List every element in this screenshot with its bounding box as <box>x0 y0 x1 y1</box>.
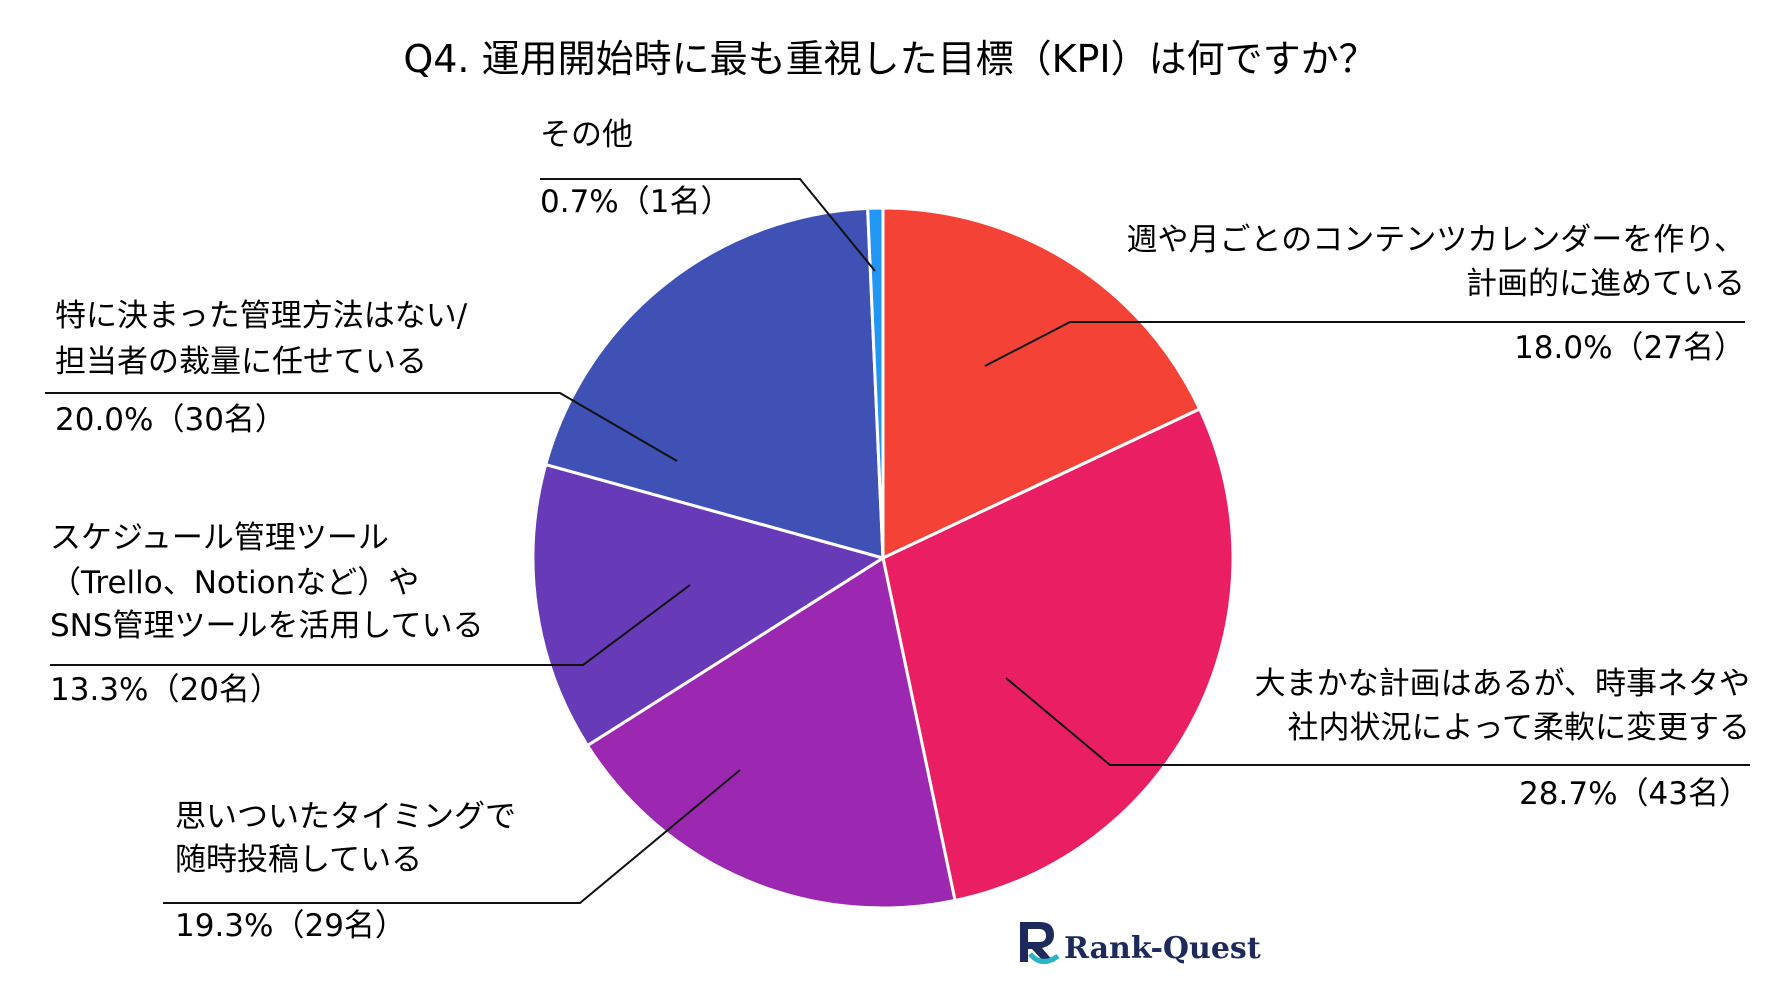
slice-label-3-line-2: 随時投稿している <box>175 842 422 878</box>
pie-slice-6 <box>866 206 885 559</box>
leader-line-3 <box>163 769 741 904</box>
pie-slice-2 <box>881 406 1235 903</box>
rank-quest-logo-icon <box>1020 922 1060 964</box>
slice-label-4-line-3: SNS管理ツールを活用している <box>50 608 484 644</box>
chart-title: Q4. 運用開始時に最も重視した目標（KPI）は何ですか？ <box>403 37 1376 81</box>
slice-label-5-line-2: 担当者の裁量に任せている <box>55 344 427 380</box>
leader-line-5 <box>45 392 678 462</box>
slice-label-2-line-1: 大まかな計画はあるが、時事ネタや <box>1255 666 1750 702</box>
leader-line-6 <box>540 178 876 272</box>
slice-label-1-line-2: 計画的に進めている <box>1466 266 1745 302</box>
slice-label-6-line-1: その他 <box>540 117 633 153</box>
pie-slice-5 <box>543 206 885 560</box>
slice-value-label-2: 28.7%（43名） <box>1519 776 1750 812</box>
brand-logo-text: Rank-Quest <box>1064 931 1261 966</box>
slice-label-4-line-2: （Trello、Notionなど）や <box>50 565 419 601</box>
leader-line-1 <box>984 321 1745 367</box>
leader-line-2 <box>1005 677 1750 766</box>
slice-label-3-line-1: 思いついたタイミングで <box>175 799 516 835</box>
slice-value-label-1: 18.0%（27名） <box>1514 330 1745 366</box>
pie-slice-1 <box>881 206 1202 561</box>
leader-line-4 <box>50 584 691 666</box>
slice-value-label-3: 19.3%（29名） <box>175 908 406 944</box>
brand-logo: Rank-Quest <box>1020 922 1261 966</box>
slice-label-1-line-1: 週や月ごとのコンテンツカレンダーを作り、 <box>1127 222 1745 258</box>
slice-value-label-6: 0.7%（1名） <box>540 184 731 220</box>
slice-value-label-5: 20.0%（30名） <box>55 402 286 438</box>
slice-label-5-line-1: 特に決まった管理方法はない/ <box>55 298 468 334</box>
slice-label-2-line-2: 社内状況によって柔軟に変更する <box>1287 710 1750 746</box>
slice-label-4-line-1: スケジュール管理ツール <box>50 520 389 556</box>
slice-value-label-4: 13.3%（20名） <box>50 672 281 708</box>
